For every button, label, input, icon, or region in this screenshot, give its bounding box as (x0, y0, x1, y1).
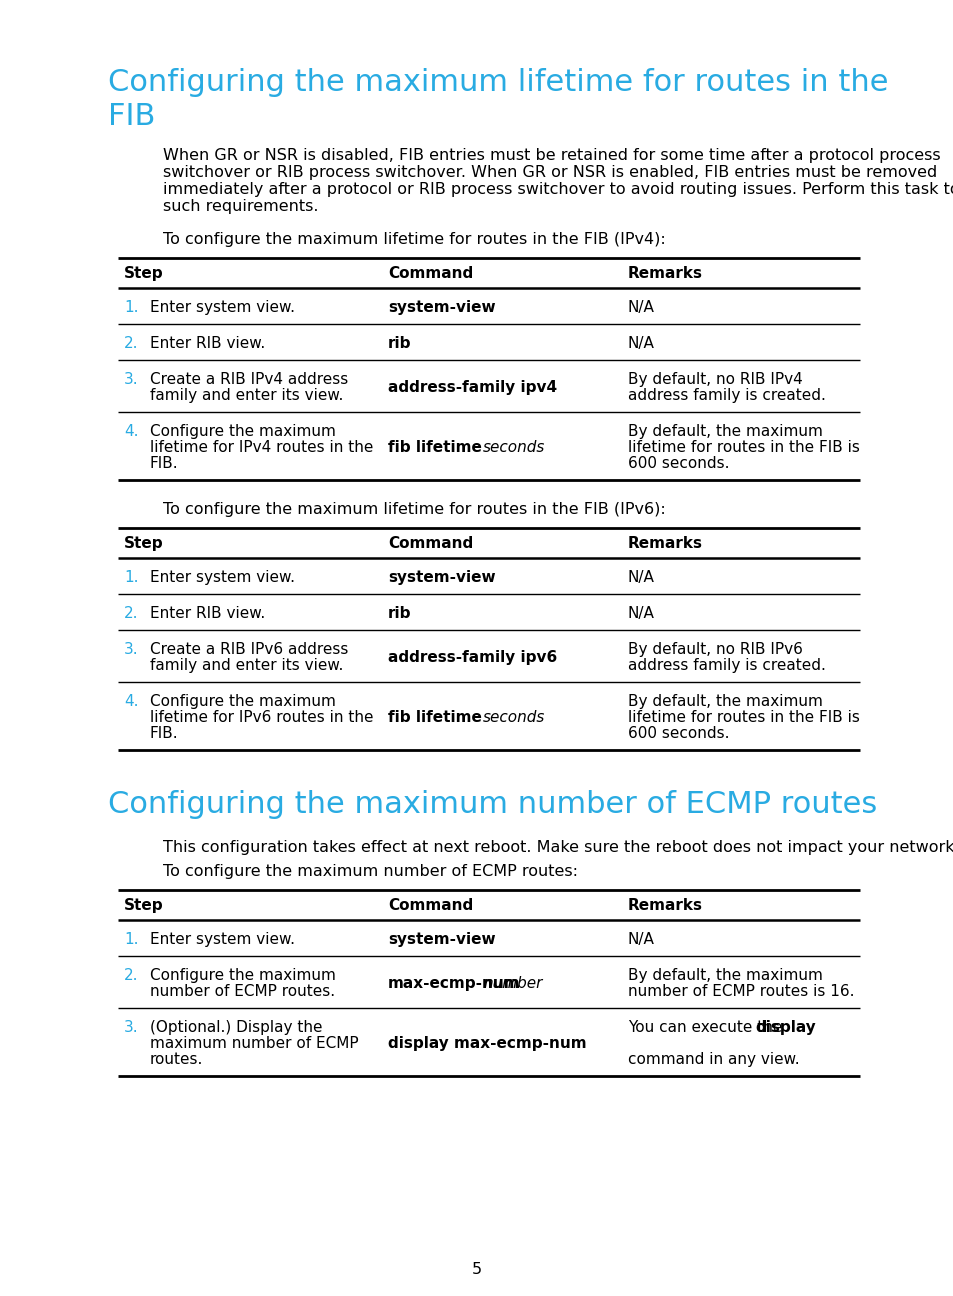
Text: immediately after a protocol or RIB process switchover to avoid routing issues. : immediately after a protocol or RIB proc… (163, 181, 953, 197)
Text: By default, the maximum: By default, the maximum (627, 424, 822, 439)
Text: system-view: system-view (388, 932, 496, 947)
Text: 5: 5 (472, 1262, 481, 1277)
Text: 3.: 3. (124, 1020, 138, 1036)
Text: maximum number of ECMP: maximum number of ECMP (150, 1036, 358, 1051)
Text: Enter RIB view.: Enter RIB view. (150, 607, 265, 621)
Text: N/A: N/A (627, 299, 654, 315)
Text: Configure the maximum: Configure the maximum (150, 693, 335, 709)
Text: By default, the maximum: By default, the maximum (627, 693, 822, 709)
Text: routes.: routes. (150, 1052, 203, 1067)
Text: Remarks: Remarks (627, 537, 702, 551)
Text: N/A: N/A (627, 570, 654, 584)
Text: 1.: 1. (124, 570, 138, 584)
Text: number: number (482, 976, 542, 991)
Text: Configure the maximum: Configure the maximum (150, 424, 335, 439)
Text: 4.: 4. (124, 424, 138, 439)
Text: display: display (755, 1020, 816, 1036)
Text: Enter system view.: Enter system view. (150, 299, 294, 315)
Text: FIB: FIB (108, 102, 155, 131)
Text: Create a RIB IPv4 address: Create a RIB IPv4 address (150, 372, 348, 388)
Text: Step: Step (124, 898, 164, 912)
Text: Configure the maximum: Configure the maximum (150, 968, 335, 982)
Text: Command: Command (388, 537, 473, 551)
Text: 1.: 1. (124, 299, 138, 315)
Text: Command: Command (388, 898, 473, 912)
Text: lifetime for IPv4 routes in the: lifetime for IPv4 routes in the (150, 441, 373, 455)
Text: This configuration takes effect at next reboot. Make sure the reboot does not im: This configuration takes effect at next … (163, 840, 953, 855)
Text: To configure the maximum lifetime for routes in the FIB (IPv4):: To configure the maximum lifetime for ro… (163, 232, 665, 248)
Text: N/A: N/A (627, 607, 654, 621)
Text: switchover or RIB process switchover. When GR or NSR is enabled, FIB entries mus: switchover or RIB process switchover. Wh… (163, 165, 936, 180)
Text: Configuring the maximum lifetime for routes in the: Configuring the maximum lifetime for rou… (108, 67, 887, 97)
Text: N/A: N/A (627, 932, 654, 947)
Text: lifetime for routes in the FIB is: lifetime for routes in the FIB is (627, 441, 859, 455)
Text: lifetime for IPv6 routes in the: lifetime for IPv6 routes in the (150, 710, 374, 724)
Text: By default, no RIB IPv6: By default, no RIB IPv6 (627, 642, 802, 657)
Text: display max-ecmp-num: display max-ecmp-num (388, 1036, 586, 1051)
Text: Configuring the maximum number of ECMP routes: Configuring the maximum number of ECMP r… (108, 791, 877, 819)
Text: Enter system view.: Enter system view. (150, 570, 294, 584)
Text: 1.: 1. (124, 932, 138, 947)
Text: (Optional.) Display the: (Optional.) Display the (150, 1020, 322, 1036)
Text: Enter system view.: Enter system view. (150, 932, 294, 947)
Text: 2.: 2. (124, 607, 138, 621)
Text: system-view: system-view (388, 570, 496, 584)
Text: 4.: 4. (124, 693, 138, 709)
Text: To configure the maximum number of ECMP routes:: To configure the maximum number of ECMP … (163, 864, 578, 879)
Text: rib: rib (388, 336, 411, 351)
Text: Step: Step (124, 266, 164, 281)
Text: family and enter its view.: family and enter its view. (150, 388, 343, 403)
Text: address family is created.: address family is created. (627, 658, 825, 673)
Text: system-view: system-view (388, 299, 496, 315)
Text: Step: Step (124, 537, 164, 551)
Text: address-family ipv4: address-family ipv4 (388, 380, 557, 395)
Text: number of ECMP routes is 16.: number of ECMP routes is 16. (627, 984, 854, 999)
Text: 600 seconds.: 600 seconds. (627, 726, 729, 741)
Text: address family is created.: address family is created. (627, 388, 825, 403)
Text: Remarks: Remarks (627, 266, 702, 281)
Text: seconds: seconds (482, 710, 545, 724)
Text: 2.: 2. (124, 968, 138, 982)
Text: When GR or NSR is disabled, FIB entries must be retained for some time after a p: When GR or NSR is disabled, FIB entries … (163, 148, 940, 163)
Text: FIB.: FIB. (150, 726, 178, 741)
Text: fib lifetime: fib lifetime (388, 441, 481, 455)
Text: 3.: 3. (124, 642, 138, 657)
Text: 3.: 3. (124, 372, 138, 388)
Text: Create a RIB IPv6 address: Create a RIB IPv6 address (150, 642, 348, 657)
Text: max-ecmp-num: max-ecmp-num (388, 976, 520, 991)
Text: fib lifetime: fib lifetime (388, 710, 481, 724)
Text: You can execute the: You can execute the (627, 1020, 786, 1036)
Text: To configure the maximum lifetime for routes in the FIB (IPv6):: To configure the maximum lifetime for ro… (163, 502, 665, 517)
Text: Command: Command (388, 266, 473, 281)
Text: number of ECMP routes.: number of ECMP routes. (150, 984, 335, 999)
Text: rib: rib (388, 607, 411, 621)
Text: Enter RIB view.: Enter RIB view. (150, 336, 265, 351)
Text: Remarks: Remarks (627, 898, 702, 912)
Text: command in any view.: command in any view. (627, 1052, 799, 1067)
Text: family and enter its view.: family and enter its view. (150, 658, 343, 673)
Text: such requirements.: such requirements. (163, 200, 318, 214)
Text: 600 seconds.: 600 seconds. (627, 456, 729, 470)
Text: FIB.: FIB. (150, 456, 178, 470)
Text: By default, the maximum: By default, the maximum (627, 968, 822, 982)
Text: By default, no RIB IPv4: By default, no RIB IPv4 (627, 372, 801, 388)
Text: 2.: 2. (124, 336, 138, 351)
Text: lifetime for routes in the FIB is: lifetime for routes in the FIB is (627, 710, 859, 724)
Text: address-family ipv6: address-family ipv6 (388, 651, 557, 665)
Text: seconds: seconds (482, 441, 545, 455)
Text: N/A: N/A (627, 336, 654, 351)
